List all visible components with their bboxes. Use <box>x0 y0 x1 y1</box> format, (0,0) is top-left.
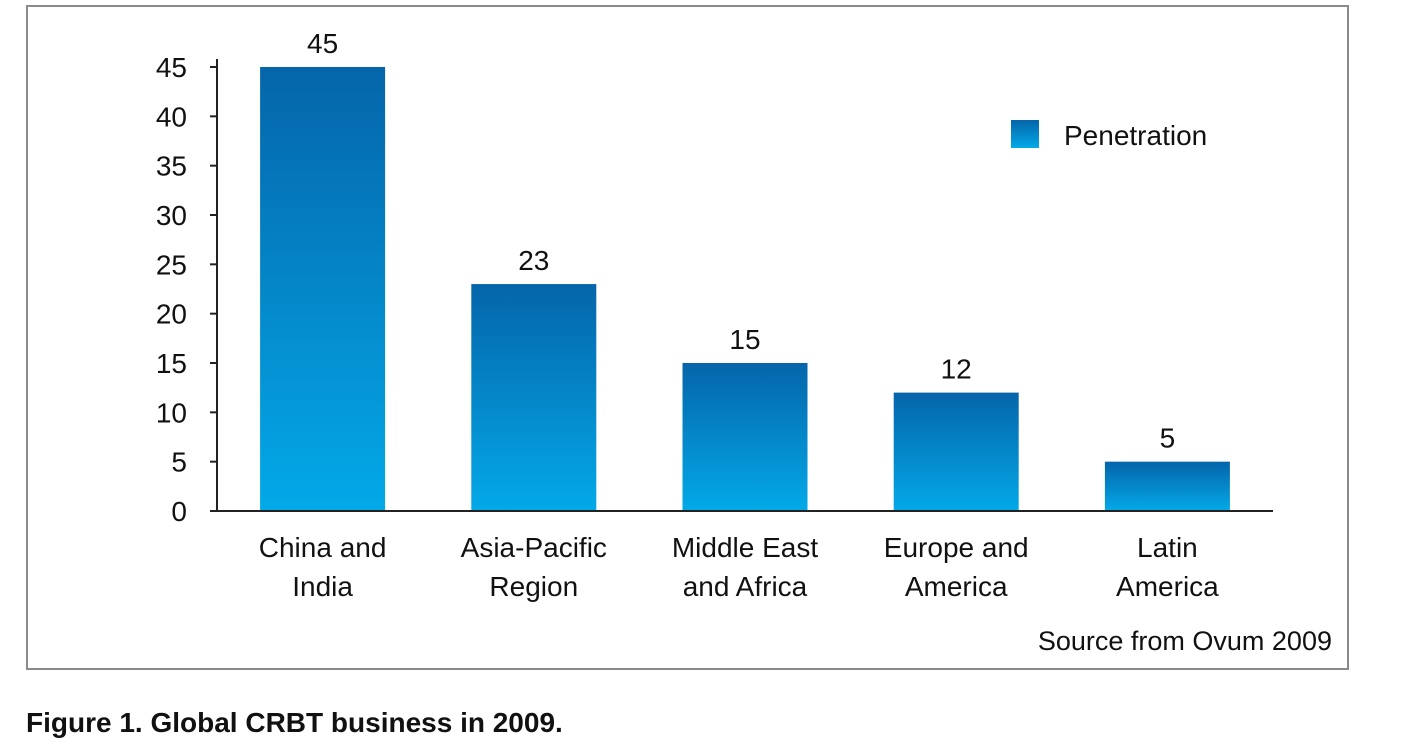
x-category-label: Latin America <box>1116 532 1219 602</box>
legend-label: Penetration <box>1064 120 1207 151</box>
x-category-label: Asia-Pacific Region <box>461 532 607 602</box>
y-tick-label: 10 <box>156 397 187 428</box>
y-tick-label: 35 <box>156 151 187 182</box>
x-axis: China and India Asia-Pacific Region Middle E… <box>217 510 1273 602</box>
figure-caption: Figure 1. Global CRBT business in 2009. <box>26 707 563 738</box>
bar <box>1104 461 1230 511</box>
x-category-label: Europe and America <box>884 532 1029 602</box>
bar-value-label: 15 <box>729 324 760 355</box>
bar <box>260 67 386 511</box>
bar-value-label: 12 <box>941 354 972 385</box>
x-category-label: Middle East and Africa <box>672 532 819 602</box>
bar-value-label: 23 <box>518 245 549 276</box>
figure-frame <box>26 5 1349 670</box>
y-tick-label: 20 <box>156 299 187 330</box>
legend-swatch <box>1011 120 1039 148</box>
y-tick-label: 25 <box>156 249 187 280</box>
source-note: Source from Ovum 2009 <box>1037 626 1332 656</box>
bars: 45 23 15 12 5 <box>260 28 1230 511</box>
y-tick-label: 5 <box>171 447 187 478</box>
y-tick-label: 45 <box>156 52 187 83</box>
bar <box>682 363 808 511</box>
y-tick-label: 30 <box>156 200 187 231</box>
x-category-label: China and India <box>259 532 387 602</box>
y-tick-label: 0 <box>171 496 187 527</box>
y-tick-label: 40 <box>156 101 187 132</box>
bar-value-label: 45 <box>307 28 338 59</box>
bar <box>893 392 1019 511</box>
bar <box>471 284 597 511</box>
y-axis: 0 5 10 15 20 25 30 35 40 45 <box>156 52 218 527</box>
bar-value-label: 5 <box>1160 423 1176 454</box>
legend: Penetration <box>1011 120 1207 151</box>
y-tick-label: 15 <box>156 348 187 379</box>
